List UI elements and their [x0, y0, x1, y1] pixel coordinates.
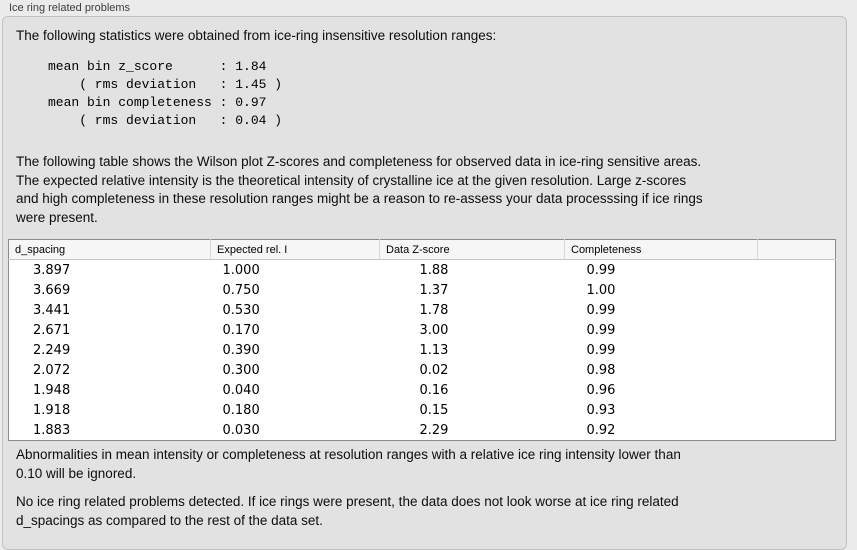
table-description-text: The following table shows the Wilson plo… [16, 154, 703, 225]
table-column-header[interactable]: Completeness [564, 239, 758, 260]
groupbox-title: Ice ring related problems [9, 2, 131, 14]
table-cell: 1.37 [419, 282, 449, 298]
table-cell: 0.530 [222, 302, 260, 318]
table-column-header[interactable]: Data Z-score [379, 239, 565, 260]
table-cell-empty [758, 340, 836, 360]
table-row[interactable]: 1.918 0.180 0.15 0.93 [9, 400, 836, 420]
table-cell: 0.040 [222, 382, 260, 398]
table-cell: 0.390 [222, 342, 260, 358]
table-cell: 0.93 [586, 402, 616, 418]
stats-intro-text: The following statistics were obtained f… [16, 28, 497, 43]
table-row[interactable]: 2.072 0.300 0.02 0.98 [9, 360, 836, 380]
table-row[interactable]: 1.948 0.040 0.16 0.96 [9, 380, 836, 400]
table-cell: 2.671 [33, 322, 71, 338]
table-cell: 1.883 [33, 422, 71, 438]
table-cell-empty [758, 420, 836, 441]
table-cell: 3.669 [33, 282, 71, 298]
table-cell: 0.99 [586, 342, 616, 358]
table-cell: 0.99 [586, 302, 616, 318]
ignore-threshold-note: Abnormalities in mean intensity or compl… [16, 447, 681, 481]
table-column-header[interactable]: d_spacing [8, 239, 211, 260]
table-cell: 0.98 [586, 362, 616, 378]
table-row[interactable]: 3.669 0.750 1.37 1.00 [9, 280, 836, 300]
table-cell: 0.300 [222, 362, 260, 378]
table-cell: 0.96 [586, 382, 616, 398]
table-cell: 1.78 [419, 302, 449, 318]
table-cell: 0.02 [419, 362, 449, 378]
table-cell-empty [758, 260, 836, 281]
table-cell: 0.750 [222, 282, 260, 298]
table-cell: 3.897 [33, 262, 71, 278]
table-cell-empty [758, 320, 836, 340]
table-cell: 2.072 [33, 362, 71, 378]
table-row[interactable]: 2.249 0.390 1.13 0.99 [9, 340, 836, 360]
table-cell-empty [758, 400, 836, 420]
table-cell: 0.030 [222, 422, 260, 438]
table-cell: 2.29 [419, 422, 449, 438]
table-row[interactable]: 1.883 0.030 2.29 0.92 [9, 420, 836, 441]
table-cell-empty [758, 380, 836, 400]
table-row[interactable]: 3.897 1.000 1.88 0.99 [9, 260, 836, 281]
table-column-header[interactable]: Expected rel. I [210, 239, 380, 260]
table-column-header[interactable] [757, 239, 836, 260]
table-cell: 1.13 [419, 342, 449, 358]
stats-monospace-block: mean bin z_score : 1.84 ( rms deviation … [48, 59, 283, 128]
table-cell: 0.99 [586, 322, 616, 338]
table-cell: 2.249 [33, 342, 71, 358]
table-cell: 0.16 [419, 382, 449, 398]
table-cell: 1.948 [33, 382, 71, 398]
table-cell: 0.92 [586, 422, 616, 438]
ice-ring-table: d_spacing Expected rel. I Data Z-score Comp… [8, 239, 836, 441]
table-cell: 0.15 [419, 402, 449, 418]
table-cell-empty [758, 300, 836, 320]
conclusion-text: No ice ring related problems detected. I… [16, 494, 679, 528]
table-cell: 1.88 [419, 262, 449, 278]
table-header-row: d_spacing Expected rel. I Data Z-score Comp… [8, 239, 836, 260]
table-cell: 3.441 [33, 302, 71, 318]
table-cell: 0.180 [222, 402, 260, 418]
table-cell: 1.00 [586, 282, 616, 298]
table-cell: 3.00 [419, 322, 449, 338]
table-cell: 1.918 [33, 402, 71, 418]
table-row[interactable]: 2.671 0.170 3.00 0.99 [9, 320, 836, 340]
table-cell-empty [758, 280, 836, 300]
table-cell: 0.99 [586, 262, 616, 278]
table-cell: 0.170 [222, 322, 260, 338]
table-row[interactable]: 3.441 0.530 1.78 0.99 [9, 300, 836, 320]
table-cell: 1.000 [222, 262, 260, 278]
table-cell-empty [758, 360, 836, 380]
